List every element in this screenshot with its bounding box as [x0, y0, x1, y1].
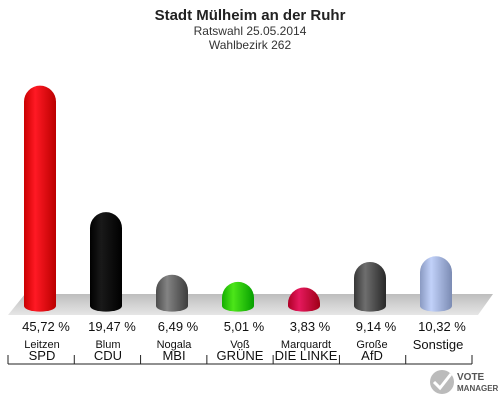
bar-mbi: [156, 274, 188, 312]
value-label: 6,49 %: [158, 319, 199, 334]
bar-sonstige: [420, 256, 452, 312]
chart-subtitle-line-2: Wahlbezirk 262: [209, 38, 292, 52]
bar-afd: [354, 261, 386, 312]
bars-group: [24, 85, 452, 312]
category-label: AfD: [361, 348, 383, 363]
chart-title: Stadt Mülheim an der Ruhr: [155, 7, 346, 24]
candidate-label: Blum: [95, 339, 120, 351]
category-label: CDU: [94, 348, 122, 363]
value-label: 19,47 %: [88, 319, 136, 334]
candidate-label: Leitzen: [24, 339, 59, 351]
bar-cdu: [90, 212, 122, 312]
bar-die-linke: [288, 287, 320, 312]
candidate-label: Voß: [230, 339, 250, 351]
chart-subtitle-line-1: Ratswahl 25.05.2014: [194, 24, 307, 38]
candidate-label: Große: [356, 339, 387, 351]
logo-text-manager: MANAGER: [457, 384, 499, 393]
category-label: DIE LINKE: [275, 348, 338, 363]
value-label: 45,72 %: [22, 319, 70, 334]
value-label: 10,32 %: [418, 319, 466, 334]
logo-text-vote: VOTE: [457, 372, 485, 383]
value-label: 5,01 %: [224, 319, 265, 334]
candidate-label: Nogala: [157, 339, 193, 351]
vote-manager-logo: VOTE MANAGER: [430, 370, 499, 394]
category-label: Sonstige: [413, 337, 464, 352]
bar-grüne: [222, 281, 254, 312]
bar-spd: [24, 85, 56, 312]
candidate-label: Marquardt: [281, 339, 331, 351]
category-label: SPD: [29, 348, 56, 363]
category-label: MBI: [162, 348, 185, 363]
value-label: 3,83 %: [290, 319, 331, 334]
category-label: GRÜNE: [217, 348, 264, 363]
value-label: 9,14 %: [356, 319, 397, 334]
